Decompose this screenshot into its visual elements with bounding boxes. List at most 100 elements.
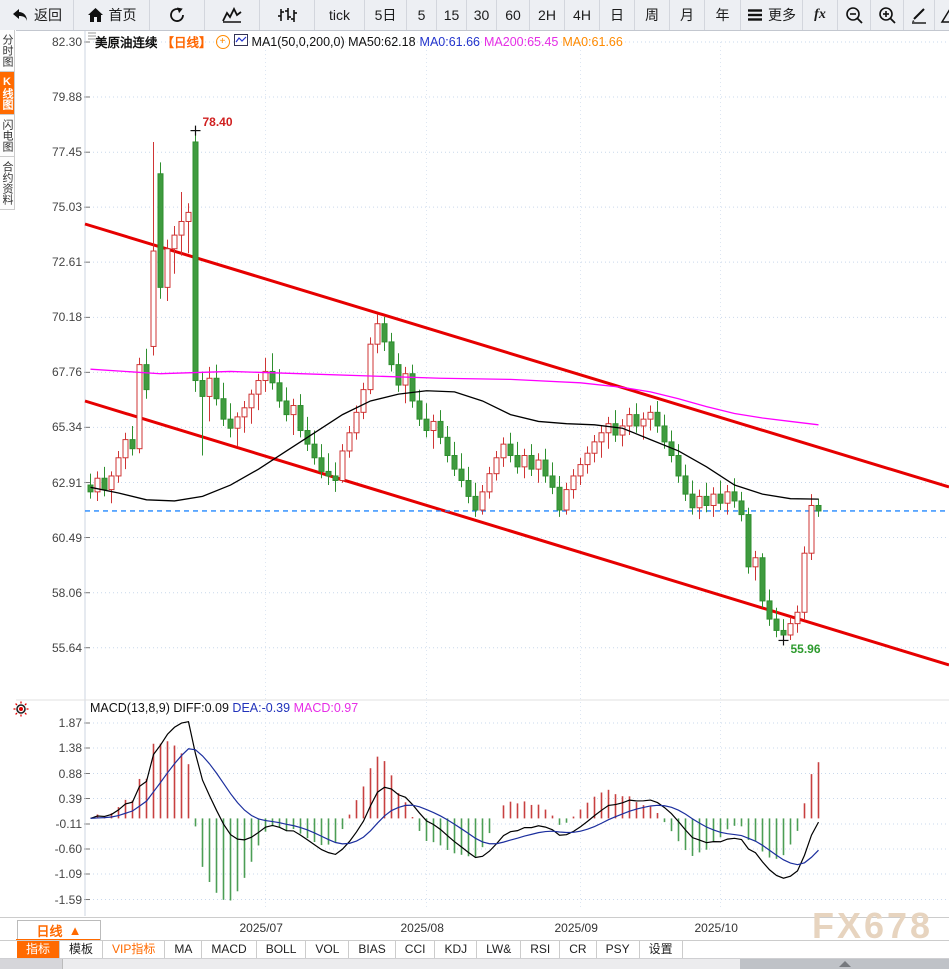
chevron-up-icon: ▲ — [68, 923, 82, 938]
ma200-value: MA200:65.45 — [484, 34, 559, 49]
candles-layer — [87, 130, 822, 641]
tab-BIAS[interactable]: BIAS — [349, 941, 396, 959]
sidebar-item-2[interactable]: K线图 — [0, 72, 15, 115]
ma-settings: MA1(50,0,200,0) MA50:62.18 — [251, 34, 416, 49]
sidebar-item-3[interactable]: 闪电图 — [0, 115, 15, 157]
period-selector[interactable]: 日线 ▲ — [17, 920, 101, 941]
toolbar-button-refresh[interactable] — [150, 0, 205, 30]
triangle-icon — [940, 7, 949, 24]
toolbar-button-period-15[interactable]: 15 — [437, 0, 467, 30]
channel-lower-line — [84, 399, 949, 667]
toolbar-button-ohlc-chart[interactable] — [260, 0, 315, 30]
macd-dea-value: DEA:-0.39 — [232, 701, 291, 715]
toolbar-button-line-chart[interactable] — [205, 0, 260, 30]
toolbar-button-fx[interactable]: fx — [803, 0, 838, 30]
macd-tick-label: 1.38 — [58, 740, 82, 755]
toolbar-button-back[interactable]: 返回 — [0, 0, 74, 30]
ma200-line — [90, 368, 819, 426]
grid-layer — [16, 30, 949, 916]
toolbar-button-period-week[interactable]: 周 — [635, 0, 670, 30]
tab-CCI[interactable]: CCI — [396, 941, 436, 959]
zoom-out-icon — [845, 6, 864, 25]
sidebar-item-1[interactable]: 分时图 — [0, 30, 15, 72]
tab-PSY[interactable]: PSY — [597, 941, 640, 959]
tab-CR[interactable]: CR — [560, 941, 597, 959]
tab-BOLL[interactable]: BOLL — [257, 941, 307, 959]
toolbar-button-period-month[interactable]: 月 — [670, 0, 705, 30]
toolbar-button-period-5d[interactable]: 5日 — [365, 0, 407, 30]
price-tick-label: 75.03 — [51, 200, 82, 215]
macd-tick-label: 0.39 — [58, 791, 82, 806]
price-tick-label: 55.64 — [51, 640, 82, 655]
menu-icon — [747, 8, 763, 22]
tab-MACD[interactable]: MACD — [202, 941, 257, 959]
toolbar-button-period-4h[interactable]: 4H — [565, 0, 600, 30]
dea-line — [90, 748, 819, 866]
toolbar-button-period-2h[interactable]: 2H — [530, 0, 565, 30]
toolbar-button-more[interactable]: 更多 — [741, 0, 803, 30]
left-sidebar: 分时图 K线图 闪电图 合约资料 — [0, 30, 16, 210]
add-indicator-icon[interactable]: + — [215, 34, 230, 49]
time-axis: 日线 ▲ — [0, 917, 949, 941]
price-tick-label: 62.91 — [51, 475, 82, 490]
toolbar-button-shapes[interactable] — [935, 0, 949, 30]
toolbar-button-tick[interactable]: tick — [315, 0, 365, 30]
scrollbar-thumb[interactable] — [740, 959, 949, 969]
price-tick-label: 79.88 — [51, 89, 82, 104]
price-tick-label: 58.06 — [51, 585, 82, 600]
chart-legend: 美原油连续 【日线】 + MA1(50,0,200,0) MA50:62.18 … — [95, 32, 623, 51]
tab-指标[interactable]: 指标 — [17, 941, 61, 959]
macd-tick-label: -1.59 — [54, 892, 82, 907]
candlestick-chart[interactable] — [0, 0, 949, 918]
toolbar-button-zoom-in[interactable] — [871, 0, 904, 30]
ma50-line — [90, 390, 819, 502]
tab-KDJ[interactable]: KDJ — [435, 941, 478, 959]
toolbar-button-period-5[interactable]: 5 — [407, 0, 437, 30]
price-tick-label: 72.61 — [51, 255, 82, 270]
back-arrow-icon — [11, 7, 29, 23]
horizontal-scrollbar[interactable] — [0, 958, 949, 969]
flash-icon — [13, 701, 29, 722]
tab-MA[interactable]: MA — [165, 941, 203, 959]
date-tick-label: 2025/09 — [554, 921, 598, 935]
date-tick-label: 2025/08 — [400, 921, 444, 935]
macd-title-diff: MACD(13,8,9) DIFF:0.09 — [90, 701, 229, 715]
indicator-tabs: 指标 模板 VIP指标 MA MACD BOLL VOL BIAS CCI KDJ LW& RSI CR… — [0, 940, 949, 959]
tab-模板[interactable]: 模板 — [60, 941, 104, 959]
toolbar-button-period-day[interactable]: 日 — [600, 0, 635, 30]
toolbar-button-period-30[interactable]: 30 — [467, 0, 497, 30]
price-tick-label: 60.49 — [51, 530, 82, 545]
period-selector-label: 日线 — [36, 924, 63, 939]
home-icon — [87, 7, 104, 23]
mini-chart-icon — [233, 34, 248, 49]
macd-tick-label: 0.88 — [58, 766, 82, 781]
period-label: 【日线】 — [161, 36, 212, 50]
tab-VIP指标[interactable]: VIP指标 — [103, 941, 166, 959]
toolbar-button-home[interactable]: 首页 — [74, 0, 150, 30]
tab-LW&[interactable]: LW& — [477, 941, 522, 959]
toolbar-button-period-year[interactable]: 年 — [705, 0, 741, 30]
price-tick-label: 67.76 — [51, 365, 82, 380]
toolbar-button-period-60[interactable]: 60 — [497, 0, 530, 30]
date-tick-label: 2025/07 — [239, 921, 283, 935]
price-tick-label: 77.45 — [51, 145, 82, 160]
ma-layer — [90, 368, 819, 502]
sidebar-item-4[interactable]: 合约资料 — [0, 157, 15, 210]
macd-tick-label: 1.87 — [58, 715, 82, 730]
tab-VOL[interactable]: VOL — [306, 941, 350, 959]
high-annotation: 78.40 — [202, 114, 233, 129]
tab-RSI[interactable]: RSI — [521, 941, 561, 959]
macd-layer — [90, 721, 820, 901]
zoom-in-icon — [878, 6, 897, 25]
date-tick-label: 2025/10 — [694, 921, 738, 935]
pencil-icon — [910, 6, 928, 24]
top-toolbar: 返回 首页 tick 5日 5 15 30 60 2H 4H 日周月年更多 fx — [0, 0, 949, 31]
toolbar-button-draw[interactable] — [904, 0, 935, 30]
price-tick-label: 82.30 — [51, 35, 82, 49]
tab-设置[interactable]: 设置 — [640, 941, 683, 959]
symbol-name: 美原油连续 — [95, 36, 158, 50]
toolbar-button-zoom-out[interactable] — [838, 0, 871, 30]
diff-line — [90, 721, 820, 879]
macd-tick-label: -0.11 — [55, 817, 82, 831]
